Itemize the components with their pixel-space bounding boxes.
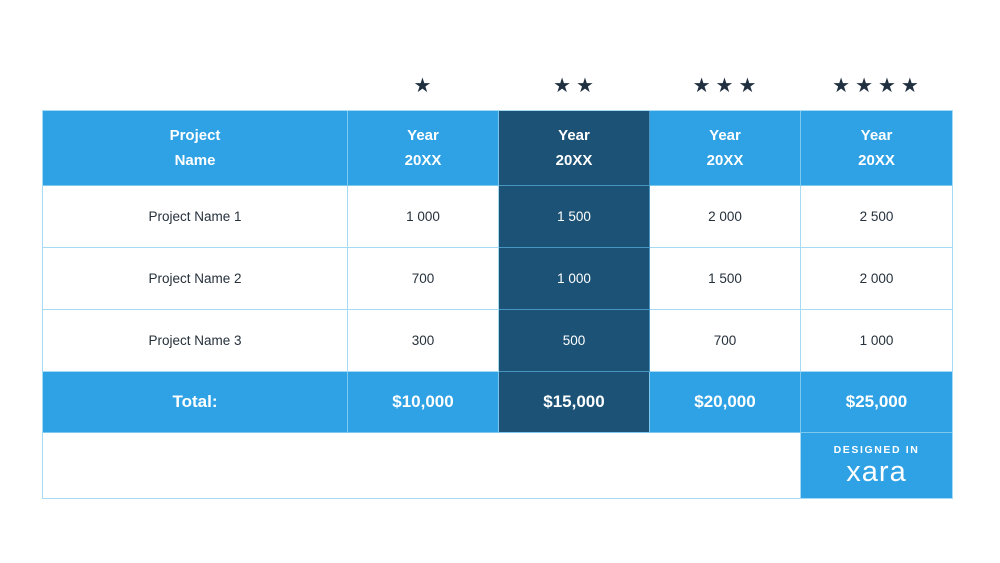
total-year-2: $15,000 <box>499 372 650 433</box>
header-year-4-line1: Year <box>860 127 893 144</box>
xara-logo: xara <box>846 456 907 488</box>
xara-watermark-badge[interactable]: DESIGNED IN xara <box>801 433 952 498</box>
row-1-value-year-3: 2 000 <box>650 186 801 248</box>
row-1-project-name: Project Name 1 <box>43 186 348 248</box>
row-2-value-year-4: 2 000 <box>801 248 952 310</box>
header-year-3-line1: Year <box>709 127 741 144</box>
star-rating-1-icon: ★ <box>413 74 437 97</box>
star-rating-2-icon: ★★ <box>553 74 599 97</box>
row-3-value-year-4: 1 000 <box>801 310 952 372</box>
footer-empty-area <box>43 433 801 498</box>
header-year-1-line2: 20XX <box>404 152 442 169</box>
row-1-value-year-4: 2 500 <box>801 186 952 248</box>
designed-in-label: DESIGNED IN <box>833 444 920 456</box>
stars-spacer <box>42 70 347 100</box>
row-3-value-year-3: 700 <box>650 310 801 372</box>
header-year-3: Year 20XX <box>650 111 801 186</box>
header-year-3-line2: 20XX <box>706 152 744 169</box>
row-3-project-name: Project Name 3 <box>43 310 348 372</box>
row-1-value-year-2: 1 500 <box>499 186 650 248</box>
row-2-value-year-2: 1 000 <box>499 248 650 310</box>
header-year-2-line2: 20XX <box>555 152 593 169</box>
header-year-2-line1: Year <box>558 127 590 144</box>
total-year-3: $20,000 <box>650 372 801 433</box>
star-rating-3-icon: ★★★ <box>692 74 762 97</box>
header-year-1: Year 20XX <box>348 111 499 186</box>
header-project-name: Project Name <box>43 111 348 186</box>
star-rating-4-icon: ★★★★ <box>832 74 924 97</box>
row-3-value-year-1: 300 <box>348 310 499 372</box>
header-year-2-highlighted: Year 20XX <box>499 111 650 186</box>
row-2-project-name: Project Name 2 <box>43 248 348 310</box>
header-year-4: Year 20XX <box>801 111 952 186</box>
star-ratings-row: ★ ★★ ★★★ ★★★★ <box>42 70 953 100</box>
total-year-4: $25,000 <box>801 372 952 433</box>
total-label: Total: <box>43 372 348 433</box>
pricing-table: Project Name Year 20XX Year 20XX Year 20… <box>42 110 953 499</box>
row-2-value-year-3: 1 500 <box>650 248 801 310</box>
row-2-value-year-1: 700 <box>348 248 499 310</box>
row-1-value-year-1: 1 000 <box>348 186 499 248</box>
header-project-line2: Name <box>174 152 216 169</box>
header-year-1-line1: Year <box>407 127 439 144</box>
header-year-4-line2: 20XX <box>858 152 895 169</box>
row-3-value-year-2: 500 <box>499 310 650 372</box>
header-project-line1: Project <box>169 127 221 144</box>
total-year-1: $10,000 <box>348 372 499 433</box>
